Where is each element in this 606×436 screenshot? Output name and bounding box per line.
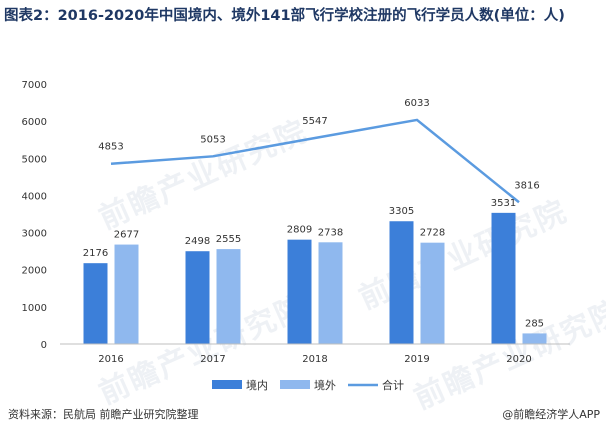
y-tick-label: 4000 [22,191,47,202]
source-note: 资料来源：民航局 前瞻产业研究院整理 [8,408,199,421]
bar-overseas [522,333,547,344]
x-tick-label: 2017 [200,354,225,365]
bar-overseas [318,242,343,344]
bar-domestic [287,239,312,344]
y-tick-label: 3000 [22,229,47,240]
bar-domestic [185,251,210,344]
line-value-label: 4853 [98,142,123,153]
legend-swatch [212,380,242,389]
legend-label: 境外 [314,378,336,392]
total-line-path [110,118,520,204]
x-tick-label: 2020 [506,354,531,365]
total-line [110,118,520,204]
y-tick-label: 5000 [22,154,47,165]
legend-label: 合计 [382,378,404,392]
x-tick-label: 2016 [98,354,123,365]
x-axis: 2016 2017 2018 2019 2020 [60,343,570,365]
data-labels: 2176 2677 2498 2555 2809 2738 3305 2728 3531 285 4… [83,98,544,329]
line-value-label: 6033 [404,98,429,109]
y-tick-label: 6000 [22,117,47,128]
bar-value-label: 2809 [287,225,312,236]
brand-note: @前瞻经济学人APP [502,408,600,421]
line-value-label: 5547 [302,116,327,127]
y-tick-label: 0 [41,340,47,351]
bar-domestic [491,212,516,344]
bar-domestic [83,263,108,344]
line-value-label: 5053 [200,134,225,145]
bar-value-label: 2555 [216,234,241,245]
y-tick-label: 2000 [22,266,47,277]
bar-value-label: 285 [525,318,544,329]
bar-value-label: 2176 [83,248,108,259]
y-axis: 0 1000 2000 3000 4000 5000 6000 7000 [22,80,47,351]
bar-domestic [389,221,414,344]
legend-label: 境内 [246,378,268,392]
chart-title: 图表2：2016-2020年中国境内、境外141部飞行学校注册的飞行学员人数(单… [4,8,565,24]
y-tick-label: 7000 [22,80,47,91]
x-tick-label: 2018 [302,354,327,365]
bar-value-label: 2738 [318,227,343,238]
bars [83,212,547,344]
bar-value-label: 2498 [185,236,210,247]
bar-overseas [420,242,445,344]
y-tick-label: 1000 [22,303,47,314]
bar-overseas [216,249,241,344]
x-tick-label: 2019 [404,354,429,365]
bar-value-label: 3305 [389,206,414,217]
bar-value-label: 3531 [491,198,516,209]
bar-value-label: 2728 [420,228,445,239]
legend-swatch [280,380,310,389]
bar-overseas [114,244,139,344]
legend: 境内 境外 合计 [212,378,404,392]
line-value-label: 3816 [514,180,539,191]
bar-value-label: 2677 [114,230,139,241]
